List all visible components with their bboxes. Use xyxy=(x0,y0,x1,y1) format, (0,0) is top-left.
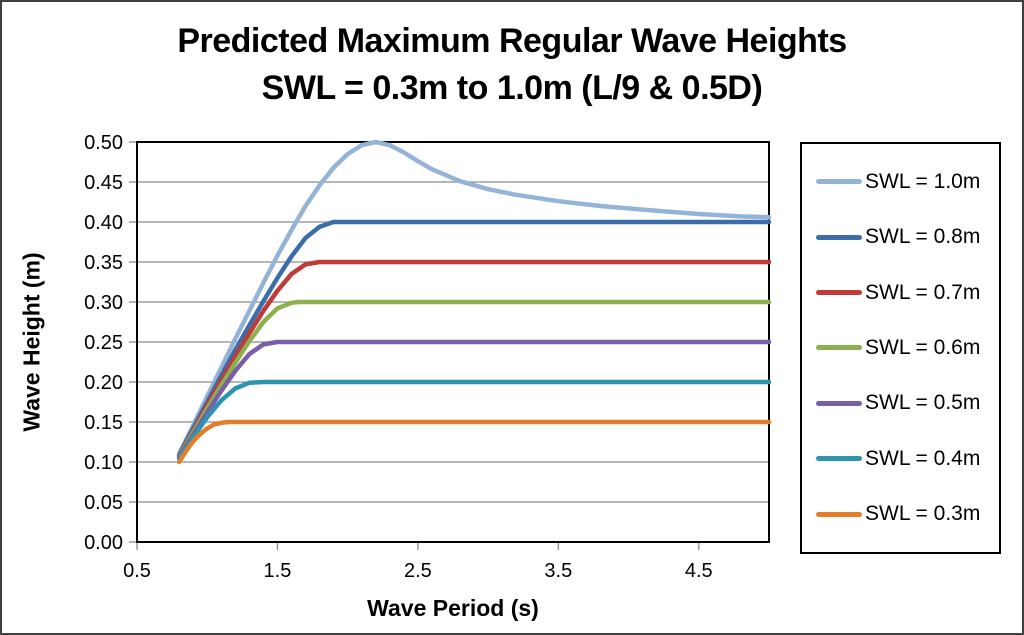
series-line-SWL0.5m xyxy=(176,339,772,460)
legend-item: SWL = 0.8m xyxy=(816,225,999,249)
legend-item: SWL = 0.7m xyxy=(816,281,999,305)
legend-item: SWL = 0.5m xyxy=(816,391,999,415)
legend-item: SWL = 1.0m xyxy=(816,170,999,194)
y-tick-label: 0.20 xyxy=(84,372,123,394)
legend-swatch xyxy=(816,511,862,517)
legend-swatch xyxy=(816,179,862,185)
x-tick-label: 0.5 xyxy=(123,560,151,582)
legend-label: SWL = 0.7m xyxy=(865,280,981,304)
chart-title: Predicted Maximum Regular Wave Heights xyxy=(177,22,847,60)
series-line-SWL0.3m xyxy=(176,419,772,465)
y-tick-label: 0.00 xyxy=(84,532,123,554)
x-tick-label: 1.5 xyxy=(264,560,292,582)
chart-subtitle: SWL = 0.3m to 1.0m (L/9 & 0.5D) xyxy=(261,69,763,107)
x-tick-label: 3.5 xyxy=(544,560,572,582)
x-tick-label: 2.5 xyxy=(404,560,432,582)
series-line-SWL0.4m xyxy=(176,379,772,462)
x-axis-title: Wave Period (s) xyxy=(367,595,539,621)
legend-label: SWL = 0.8m xyxy=(865,225,981,249)
legend-label: SWL = 0.3m xyxy=(865,502,981,526)
y-tick-label: 0.35 xyxy=(84,252,123,274)
y-tick-label: 0.05 xyxy=(84,492,123,514)
y-tick-label: 0.10 xyxy=(84,452,123,474)
y-tick-label: 0.50 xyxy=(84,132,123,154)
y-tick-label: 0.15 xyxy=(84,412,123,434)
y-tick-label: 0.25 xyxy=(84,332,123,354)
legend-swatch xyxy=(816,400,862,406)
y-tick-label: 0.30 xyxy=(84,292,123,314)
legend-box: SWL = 1.0m SWL = 0.8m SWL = 0.7m SWL = 0.6m… xyxy=(800,142,1001,554)
legend-swatch xyxy=(816,456,862,462)
y-tick-label: 0.40 xyxy=(84,212,123,234)
legend-item: SWL = 0.4m xyxy=(816,447,999,471)
y-tick-label: 0.45 xyxy=(84,172,123,194)
legend-item: SWL = 0.6m xyxy=(816,336,999,360)
y-axis-title: Wave Height (m) xyxy=(18,252,45,432)
series-line-SWL1.0m xyxy=(176,139,772,457)
legend-label: SWL = 0.4m xyxy=(865,446,981,470)
legend-swatch xyxy=(816,290,862,296)
x-tick-label: 4.5 xyxy=(685,560,713,582)
legend-swatch xyxy=(816,234,862,240)
legend-label: SWL = 0.5m xyxy=(865,391,981,415)
legend-item: SWL = 0.3m xyxy=(816,502,999,526)
legend-label: SWL = 1.0m xyxy=(865,169,981,193)
legend-swatch xyxy=(816,345,862,351)
series-line-SWL0.6m xyxy=(176,299,772,459)
legend-label: SWL = 0.6m xyxy=(865,335,981,359)
chart-title-block: Predicted Maximum Regular Wave Heights S… xyxy=(2,18,1022,112)
